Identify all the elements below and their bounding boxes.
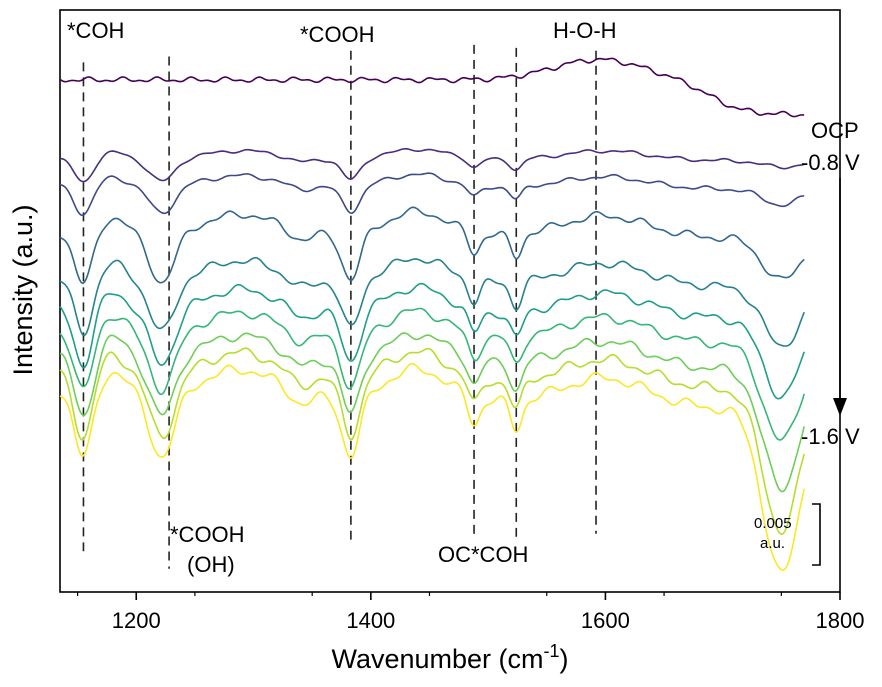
label-cooh-oh-line2: (OH): [187, 552, 235, 577]
spectrum-series-1: [60, 148, 805, 183]
spectrum-series-4: [59, 256, 805, 347]
plot-frame: [59, 9, 841, 593]
label-occoh: OC*COH: [438, 542, 528, 567]
x-tick-label-1200: 1200: [112, 608, 161, 633]
spectrum-series-5: [59, 282, 805, 400]
y-axis-label: Intensity (a.u.): [8, 204, 38, 375]
spectrum-series-8: [59, 347, 805, 535]
scale-bar-value: 0.005: [754, 515, 792, 532]
spectrum-series-9: [59, 362, 805, 571]
x-axis-label-main: Wavenumber (cm: [331, 644, 543, 674]
label-hoh: H-O-H: [553, 18, 617, 43]
label-coh: *COH: [67, 18, 124, 43]
spectrum-series-6: [59, 307, 805, 441]
x-axis-ticks: 1200 1400 1600 1800: [76, 592, 865, 633]
spectrum-series-2: [59, 172, 805, 217]
series-label-minus-1-6v: -1.6 V: [801, 424, 860, 449]
series-label-minus-0-8v: -0.8 V: [801, 150, 860, 175]
x-tick-label-1800: 1800: [816, 608, 865, 633]
series-label-ocp: OCP: [811, 118, 859, 143]
spectrum-series-0: [59, 57, 805, 118]
label-cooh: *COOH: [300, 22, 375, 47]
scale-bar: [812, 503, 821, 566]
x-axis-label-close: ): [560, 644, 569, 674]
x-tick-label-1600: 1600: [581, 608, 630, 633]
x-tick-label-1400: 1400: [346, 608, 395, 633]
spectra-series: [59, 57, 805, 571]
spectrum-series-7: [59, 332, 805, 493]
scale-bar-unit: a.u.: [760, 535, 785, 552]
x-axis-label-sup: -1: [544, 641, 560, 661]
label-cooh-oh-line1: *COOH: [170, 522, 245, 547]
spectrum-series-3: [59, 206, 805, 285]
x-axis-label: Wavenumber (cm-1): [331, 641, 568, 674]
potential-arrow-head: [833, 398, 847, 416]
